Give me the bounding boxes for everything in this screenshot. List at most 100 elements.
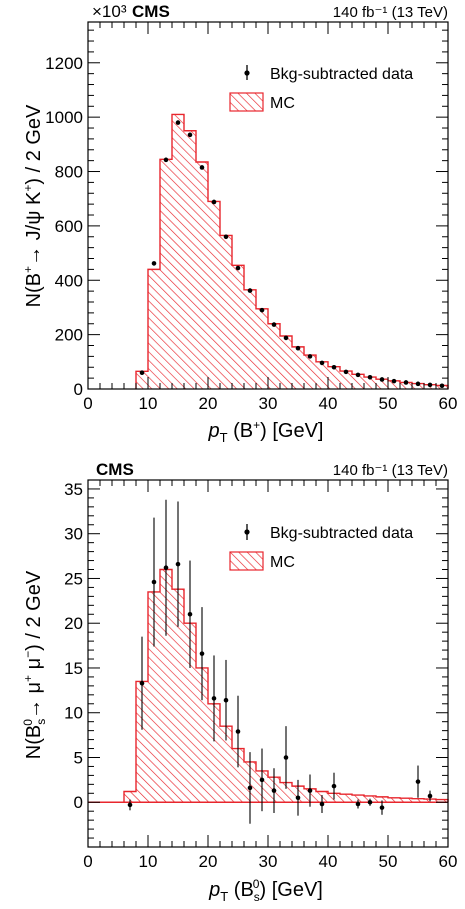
data-point <box>259 307 265 313</box>
mc-bar-bottom <box>232 748 244 803</box>
data-point <box>331 364 337 370</box>
mc-bar-top <box>352 374 364 389</box>
y-tick-label: 15 <box>64 659 83 678</box>
y-tick-label: 5 <box>74 748 83 767</box>
y-axis-title-top: N(B+→ J/ψ K+) / 2 GeV <box>21 104 45 307</box>
data-point <box>259 777 265 783</box>
mc-bar-bottom <box>388 797 400 803</box>
x-tick-label: 10 <box>139 852 158 871</box>
legend-mc-swatch-top <box>229 92 264 112</box>
y-tick-label: 10 <box>64 704 83 723</box>
mc-bar-top <box>364 377 376 389</box>
mc-histogram-bottom <box>88 568 449 803</box>
mc-bar-top <box>400 382 412 389</box>
data-point <box>127 802 133 808</box>
data-point <box>163 565 169 571</box>
data-point <box>271 322 277 327</box>
data-points-bottom <box>127 499 433 824</box>
mc-outline-bottom <box>88 568 449 803</box>
mc-bar-top <box>136 371 148 389</box>
y-tick-label: 20 <box>64 614 83 633</box>
mc-bar-top <box>184 130 196 390</box>
mc-bar-bottom <box>376 796 388 803</box>
mc-bar-bottom <box>184 623 196 803</box>
x-tick-label: 20 <box>199 394 218 413</box>
mc-bar-bottom <box>172 589 184 803</box>
luminosity-label-top: 140 fb⁻¹ (13 TeV) <box>333 4 448 21</box>
mc-bar-top <box>244 289 256 389</box>
mc-bar-top <box>376 379 388 389</box>
x-tick-label: 10 <box>139 394 158 413</box>
exponent-label: ×10³ <box>92 2 127 21</box>
mc-bar-top <box>280 335 292 389</box>
data-point <box>211 696 217 701</box>
x-tick-label: 0 <box>83 852 92 871</box>
data-point <box>427 793 433 799</box>
data-point <box>247 785 253 791</box>
data-point <box>199 651 205 656</box>
mc-bar-top <box>220 235 232 389</box>
mc-bar-bottom <box>136 681 148 803</box>
mc-bar-top <box>388 380 400 389</box>
data-point <box>415 779 421 784</box>
x-tick-label: 50 <box>379 852 398 871</box>
mc-bar-top <box>160 159 172 389</box>
data-point <box>175 120 181 125</box>
y-tick-label: 1200 <box>45 54 83 73</box>
data-point <box>367 375 373 380</box>
data-point <box>319 360 325 366</box>
legend-mc-swatch-bottom <box>229 551 264 571</box>
data-point <box>247 288 253 293</box>
legend-data-label-bottom: Bkg-subtracted data <box>270 525 413 542</box>
data-point <box>175 561 181 567</box>
mc-bar-bottom <box>196 667 208 803</box>
y-tick-label: 1000 <box>45 108 83 127</box>
mc-bar-bottom <box>352 795 364 803</box>
data-point <box>271 788 277 793</box>
data-point <box>223 234 229 240</box>
y-axis-title-bottom: N(Bs0→ μ+ μ−) / 2 GeV <box>21 570 48 759</box>
x-ticks-bottom: 0 10 20 30 40 50 60 <box>83 480 457 871</box>
cms-label-top: CMS <box>132 2 170 21</box>
data-points-top <box>139 120 445 389</box>
mc-bar-bottom <box>160 569 172 803</box>
mc-bar-bottom <box>220 726 232 803</box>
data-point <box>415 381 421 387</box>
x-tick-label: 20 <box>199 852 218 871</box>
data-point <box>151 261 157 266</box>
data-point <box>199 165 205 170</box>
mc-bar-top <box>148 269 160 389</box>
legend-data-dot-bottom <box>244 529 250 535</box>
cms-label-bottom: CMS <box>96 460 134 479</box>
mc-bar-bottom <box>400 798 412 803</box>
x-axis-title-top: pT (B+) [GeV] <box>207 418 323 445</box>
y-tick-label: 400 <box>55 271 83 290</box>
x-tick-label: 0 <box>83 394 92 413</box>
mc-bar-top <box>208 201 220 389</box>
x-tick-label: 40 <box>319 394 338 413</box>
x-axis-title-bottom: pT (Bs0) [GeV] <box>208 877 323 904</box>
mc-bar-top <box>172 114 184 389</box>
mc-bar-top <box>196 162 208 389</box>
data-point <box>355 801 361 807</box>
legend-mc-label-bottom: MC <box>270 554 295 571</box>
y-tick-label: 35 <box>64 480 83 499</box>
data-point <box>307 354 313 359</box>
legend-bottom: Bkg-subtracted data MC <box>229 524 413 571</box>
data-point <box>343 369 349 375</box>
x-tick-label: 60 <box>439 852 458 871</box>
data-point <box>235 265 241 271</box>
legend-mc-label-top: MC <box>270 95 295 112</box>
data-point <box>379 377 385 382</box>
data-point <box>187 611 193 617</box>
data-point <box>223 697 229 703</box>
mc-bar-top <box>304 355 316 389</box>
y-ticks-top: 0 200 400 600 800 1000 1200 <box>45 29 448 399</box>
x-tick-label: 30 <box>259 852 278 871</box>
top-panel: 0 10 20 30 40 50 60 0 200 400 600 800 1000 1200 ×10³… <box>21 2 457 445</box>
data-point <box>403 380 409 385</box>
mc-bar-bottom <box>340 794 352 803</box>
data-point <box>295 345 301 351</box>
mc-bar-bottom <box>280 782 292 803</box>
